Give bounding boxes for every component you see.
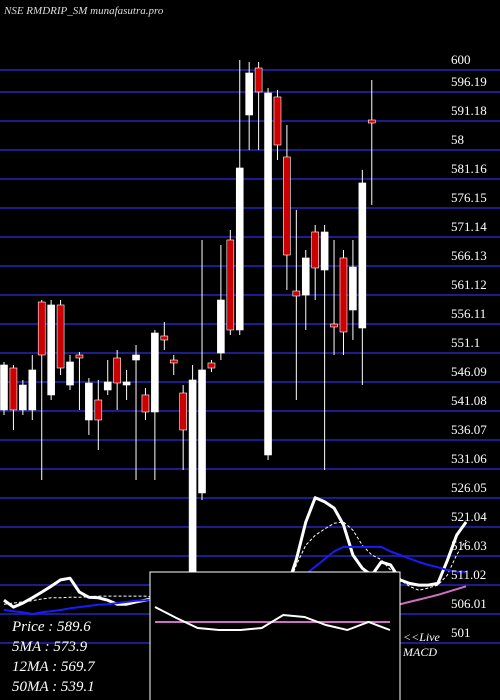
y-tick-label: 551.1 xyxy=(451,335,480,350)
candle-body xyxy=(320,231,329,271)
y-tick-label: 516.03 xyxy=(451,538,487,553)
legend-entry: 12MA : 569.7 xyxy=(12,659,96,675)
y-tick-label: 546.09 xyxy=(451,364,487,379)
legend-label: Price xyxy=(11,619,45,635)
y-tick-label: 501 xyxy=(451,625,471,640)
y-tick-label: 58 xyxy=(451,132,464,147)
y-tick-label: 526.05 xyxy=(451,480,487,495)
legend-label: 5MA xyxy=(12,639,42,655)
candle-body xyxy=(85,382,93,421)
candle-body xyxy=(151,332,159,413)
y-tick-label: 581.16 xyxy=(451,161,487,176)
candle-body xyxy=(9,367,18,411)
candle-body xyxy=(56,304,65,369)
macd-box xyxy=(149,571,401,700)
y-tick-label: 536.07 xyxy=(451,422,487,437)
legend-entry: 50MA : 539.1 xyxy=(12,679,95,695)
legend-sep: : xyxy=(48,679,61,695)
candle-body xyxy=(264,92,272,456)
legend-value: 569.7 xyxy=(61,659,96,675)
candle-body xyxy=(330,323,338,328)
ma-line xyxy=(399,585,467,606)
candle-body xyxy=(19,384,27,411)
candle-body xyxy=(47,304,55,396)
candle-body xyxy=(245,72,253,116)
labels: 600 596.19 591.18 58 581.16 576.15 571.14 566.1… xyxy=(11,52,487,695)
y-tick-label: 600 xyxy=(451,52,471,67)
legend-sep: : xyxy=(41,639,54,655)
candle-body xyxy=(207,362,216,369)
candle-body xyxy=(113,357,121,384)
y-tick-label: 576.15 xyxy=(451,190,487,205)
legend-entry: Price : 589.6 xyxy=(11,619,91,635)
candle-body xyxy=(254,67,263,93)
candle-body xyxy=(141,394,150,413)
legend-label: 12MA xyxy=(12,659,49,675)
y-tick-label: 541.08 xyxy=(451,393,487,408)
y-tick-label: 561.12 xyxy=(451,277,487,292)
candle-body xyxy=(160,335,169,341)
candle-body xyxy=(301,257,310,296)
macd-line xyxy=(154,606,391,632)
candle-body xyxy=(349,266,357,311)
y-tick-label: 556.11 xyxy=(451,306,486,321)
y-tick-label: 591.18 xyxy=(451,103,487,118)
candle-body xyxy=(103,381,112,391)
legend-sep: : xyxy=(44,619,57,635)
macd-panel xyxy=(149,571,401,700)
candle-body xyxy=(339,257,348,333)
candle-body xyxy=(198,369,206,494)
candle-body xyxy=(94,399,103,421)
candle-body xyxy=(179,392,187,431)
candle-body xyxy=(367,119,376,124)
candle-body xyxy=(66,361,74,386)
y-tick-label: 531.06 xyxy=(451,451,487,466)
legend-sep: : xyxy=(48,659,61,675)
y-tick-label: 511.02 xyxy=(451,567,486,582)
candle-body xyxy=(283,156,291,256)
candle-body xyxy=(0,364,8,411)
macd-note: <<Live xyxy=(403,630,441,644)
candle-body xyxy=(358,182,367,329)
y-tick-label: 566.13 xyxy=(451,248,487,263)
y-tick-label: 596.19 xyxy=(451,74,487,89)
candle-body xyxy=(28,369,37,411)
macd-note: MACD xyxy=(402,645,437,659)
candle-body xyxy=(217,299,225,354)
legend-value: 573.9 xyxy=(53,639,87,655)
candle-body xyxy=(37,301,46,356)
y-tick-label: 506.01 xyxy=(451,596,487,611)
candle-body xyxy=(122,381,131,386)
candles xyxy=(0,60,376,696)
legend-label: 50MA xyxy=(12,679,49,695)
legend-value: 589.6 xyxy=(57,619,91,635)
candle-body xyxy=(292,290,301,297)
chart-title: NSE RMDRIP_SM munafasutra.pro xyxy=(3,5,164,17)
y-tick-label: 521.04 xyxy=(451,509,487,524)
candle-body xyxy=(235,167,244,331)
candle-body xyxy=(132,354,140,361)
candle-body xyxy=(273,96,282,146)
candle-body xyxy=(169,359,178,364)
legend-entry: 5MA : 573.9 xyxy=(12,639,88,655)
candle-body xyxy=(226,239,235,331)
legend-value: 539.1 xyxy=(61,679,95,695)
y-tick-label: 571.14 xyxy=(451,219,487,234)
candle-body xyxy=(75,354,84,359)
candle-body xyxy=(311,231,319,269)
